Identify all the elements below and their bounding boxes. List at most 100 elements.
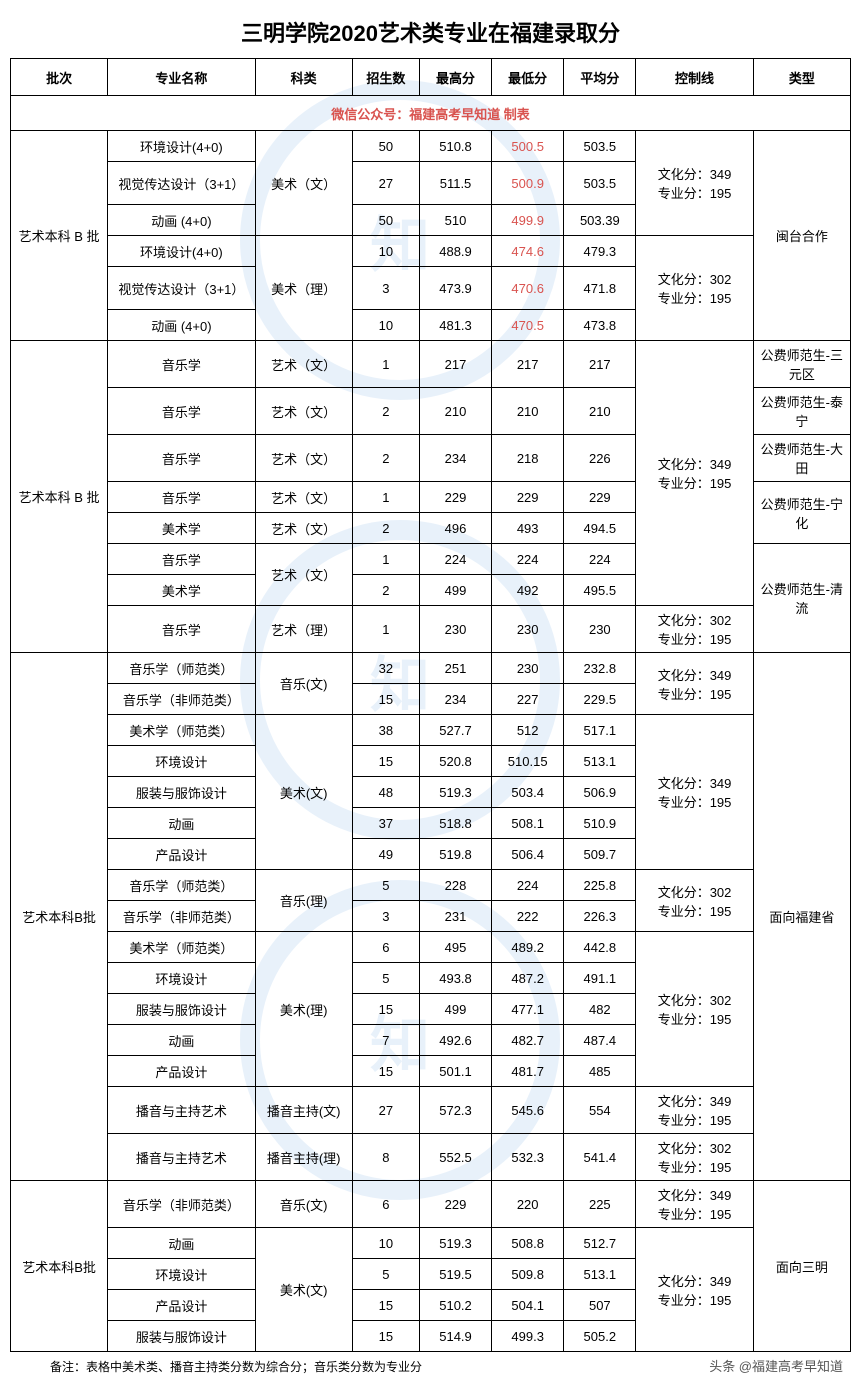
n-cell: 2 [352,513,419,544]
n-cell: 3 [352,267,419,310]
avg-cell: 226.3 [564,901,636,932]
major-cell: 服装与服饰设计 [108,777,255,808]
avg-cell: 224 [564,544,636,575]
col-avg: 平均分 [564,59,636,96]
ctrl-cell: 文化分：349 专业分：195 [636,1228,753,1352]
lo-cell: 224 [492,870,564,901]
avg-cell: 517.1 [564,715,636,746]
subject-cell: 音乐(文) [255,653,352,715]
hi-cell: 234 [419,684,491,715]
avg-cell: 491.1 [564,963,636,994]
table-row: 美术学（师范类） 美术(文) 38527.7512517.1 文化分：349 专… [11,715,851,746]
subject-cell: 播音主持(文) [255,1087,352,1134]
major-cell: 美术学（师范类） [108,715,255,746]
n-cell: 27 [352,1087,419,1134]
major-cell: 音乐学（师范类） [108,653,255,684]
lo-cell: 218 [492,435,564,482]
major-cell: 产品设计 [108,1056,255,1087]
table-row: 播音与主持艺术 播音主持(理) 8552.5532.3541.4 文化分：302… [11,1134,851,1181]
major-cell: 播音与主持艺术 [108,1134,255,1181]
n-cell: 48 [352,777,419,808]
attribution: 头条 @福建高考早知道 [703,1354,849,1377]
hi-cell: 230 [419,606,491,653]
subject-cell: 美术(文) [255,1228,352,1352]
major-cell: 音乐学 [108,482,255,513]
major-cell: 音乐学（师范类） [108,870,255,901]
n-cell: 1 [352,482,419,513]
major-cell: 音乐学（非师范类） [108,684,255,715]
notice-row: 微信公众号：福建高考早知道 制表 [11,96,851,131]
lo-cell: 500.5 [492,131,564,162]
ctrl-cell: 文化分：302 专业分：195 [636,1134,753,1181]
lo-cell: 500.9 [492,162,564,205]
major-cell: 视觉传达设计（3+1） [108,267,255,310]
hi-cell: 496 [419,513,491,544]
col-batch: 批次 [11,59,108,96]
lo-cell: 222 [492,901,564,932]
n-cell: 5 [352,963,419,994]
lo-cell: 230 [492,606,564,653]
lo-cell: 220 [492,1181,564,1228]
type-cell: 公费师范生-泰宁 [753,388,850,435]
ctrl-cell: 文化分：302 专业分：195 [636,932,753,1087]
n-cell: 6 [352,1181,419,1228]
subject-cell: 美术（理） [255,236,352,341]
hi-cell: 499 [419,994,491,1025]
hi-cell: 519.3 [419,777,491,808]
subject-cell: 艺术（文） [255,544,352,606]
hi-cell: 210 [419,388,491,435]
col-ctrl: 控制线 [636,59,753,96]
lo-cell: 503.4 [492,777,564,808]
lo-cell: 508.8 [492,1228,564,1259]
avg-cell: 442.8 [564,932,636,963]
hi-cell: 493.8 [419,963,491,994]
type-cell: 闽台合作 [753,131,850,341]
ctrl-cell: 文化分：349 专业分：195 [636,653,753,715]
n-cell: 7 [352,1025,419,1056]
lo-cell: 545.6 [492,1087,564,1134]
avg-cell: 471.8 [564,267,636,310]
ctrl-cell: 文化分：349 专业分：195 [636,1087,753,1134]
avg-cell: 505.2 [564,1321,636,1352]
hi-cell: 231 [419,901,491,932]
major-cell: 服装与服饰设计 [108,994,255,1025]
lo-cell: 489.2 [492,932,564,963]
hi-cell: 518.8 [419,808,491,839]
hi-cell: 488.9 [419,236,491,267]
lo-cell: 509.8 [492,1259,564,1290]
col-high: 最高分 [419,59,491,96]
lo-cell: 217 [492,341,564,388]
col-subject: 科类 [255,59,352,96]
lo-cell: 229 [492,482,564,513]
major-cell: 美术学 [108,575,255,606]
subject-cell: 美术（文） [255,131,352,236]
major-cell: 环境设计(4+0) [108,236,255,267]
lo-cell: 532.3 [492,1134,564,1181]
n-cell: 50 [352,131,419,162]
n-cell: 10 [352,1228,419,1259]
n-cell: 2 [352,388,419,435]
hi-cell: 492.6 [419,1025,491,1056]
n-cell: 49 [352,839,419,870]
major-cell: 环境设计 [108,963,255,994]
hi-cell: 527.7 [419,715,491,746]
hi-cell: 501.1 [419,1056,491,1087]
hi-cell: 572.3 [419,1087,491,1134]
type-cell: 公费师范生-三元区 [753,341,850,388]
subject-cell: 艺术（文） [255,435,352,482]
lo-cell: 506.4 [492,839,564,870]
subject-cell: 美术(理) [255,932,352,1087]
hi-cell: 481.3 [419,310,491,341]
avg-cell: 485 [564,1056,636,1087]
lo-cell: 470.5 [492,310,564,341]
avg-cell: 482 [564,994,636,1025]
n-cell: 6 [352,932,419,963]
avg-cell: 513.1 [564,746,636,777]
ctrl-cell: 文化分：302 专业分：195 [636,236,753,341]
n-cell: 32 [352,653,419,684]
avg-cell: 503.5 [564,131,636,162]
hi-cell: 499 [419,575,491,606]
lo-cell: 224 [492,544,564,575]
avg-cell: 510.9 [564,808,636,839]
major-cell: 音乐学（非师范类） [108,1181,255,1228]
